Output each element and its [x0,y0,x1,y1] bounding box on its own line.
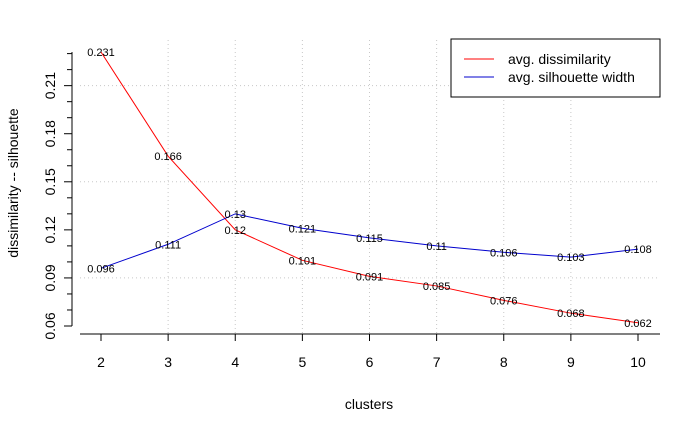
x-tick-label: 5 [298,354,306,370]
axes-layer: 0.06 0.09 0.12 0.15 0.18 0.21 2 3 4 5 6 7 8 9 10 [42,52,660,370]
data-label: 0.085 [423,281,451,293]
data-label: 0.12 [225,225,246,237]
y-tick-label: 0.12 [42,216,58,243]
x-tick-label: 9 [567,354,575,370]
y-tick-label: 0.06 [42,312,58,339]
legend: avg. dissimilarity avg. silhouette width [450,38,661,98]
y-tick-label: 0.09 [42,264,58,291]
data-label: 0.096 [87,263,115,275]
y-tick-label: 0.21 [42,72,58,99]
series-layer [100,51,639,324]
legend-label: avg. dissimilarity [508,51,611,67]
series-line [100,51,639,324]
data-label: 0.111 [155,239,181,251]
legend-label: avg. silhouette width [508,69,635,85]
legend-box [450,38,661,98]
data-label: 0.108 [624,244,652,256]
x-axis-title: clusters [345,396,393,412]
data-labels-layer: 0.231 0.166 0.12 0.101 0.091 0.085 0.076 0.068 0… [87,47,652,330]
data-label: 0.106 [490,247,518,259]
data-label: 0.076 [490,295,518,307]
y-tick-label: 0.18 [42,120,58,147]
data-label: 0.101 [289,255,317,267]
data-label: 0.115 [356,233,383,245]
data-label: 0.062 [624,318,652,330]
data-label: 0.103 [557,252,585,264]
data-label: 0.11 [426,241,447,253]
x-tick-label: 8 [500,354,508,370]
data-label: 0.091 [356,271,384,283]
y-tick-label: 0.15 [42,168,58,195]
x-tick-label: 4 [231,354,239,370]
data-label: 0.13 [225,209,246,221]
data-label: 0.231 [87,47,115,59]
x-tick-label: 10 [630,354,646,370]
x-tick-label: 2 [97,354,105,370]
y-axis-title: dissimilarity -- silhouette [5,108,21,258]
data-label: 0.166 [154,151,182,163]
x-tick-label: 3 [164,354,172,370]
series-line [100,213,639,269]
x-tick-label: 7 [433,354,441,370]
data-label: 0.121 [289,223,317,235]
data-label: 0.068 [557,308,585,320]
x-tick-label: 6 [366,354,374,370]
